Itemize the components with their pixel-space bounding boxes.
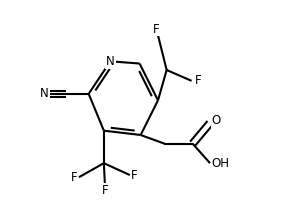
Text: F: F: [102, 184, 108, 197]
Text: O: O: [211, 114, 221, 127]
Text: N: N: [40, 87, 49, 100]
Text: F: F: [195, 74, 201, 87]
Text: F: F: [71, 171, 77, 184]
Text: N: N: [106, 55, 115, 68]
Text: F: F: [153, 23, 159, 36]
Text: OH: OH: [212, 157, 230, 170]
Text: F: F: [131, 169, 138, 182]
